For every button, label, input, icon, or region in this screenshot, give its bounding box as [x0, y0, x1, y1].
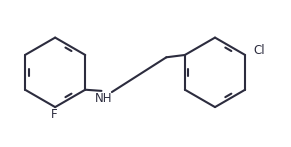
Text: Cl: Cl: [254, 44, 265, 57]
Text: F: F: [51, 108, 58, 121]
Text: NH: NH: [95, 92, 113, 105]
